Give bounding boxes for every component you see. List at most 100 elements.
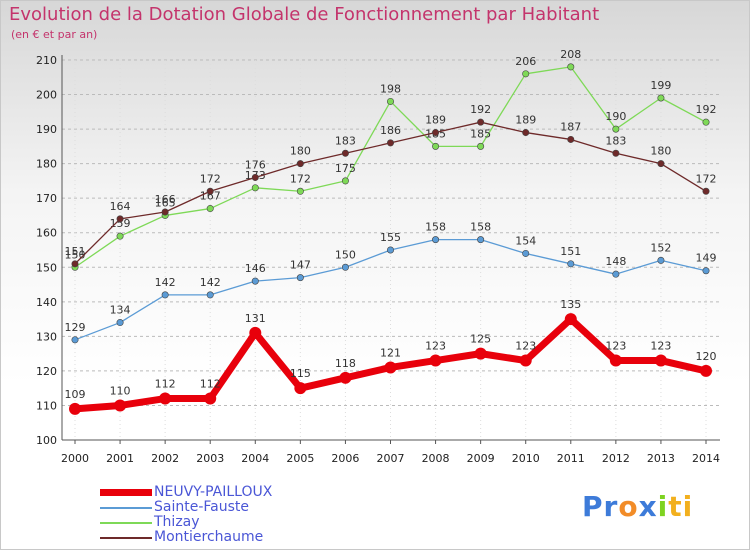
data-label: 149 bbox=[696, 252, 717, 265]
logo-letter: Pr bbox=[582, 490, 619, 523]
data-point bbox=[474, 347, 487, 360]
data-point bbox=[612, 270, 620, 278]
data-point bbox=[71, 336, 79, 344]
legend-swatch bbox=[100, 489, 152, 496]
data-label: 123 bbox=[650, 340, 671, 353]
data-point bbox=[522, 249, 530, 257]
legend-swatch bbox=[100, 522, 152, 524]
data-label: 172 bbox=[696, 172, 717, 185]
data-point bbox=[296, 274, 304, 282]
y-tick-label: 140 bbox=[36, 296, 57, 309]
legend-label: Thizay bbox=[154, 514, 200, 530]
x-tick-label: 2013 bbox=[647, 452, 675, 465]
data-label: 187 bbox=[560, 120, 581, 133]
data-label: 123 bbox=[425, 340, 446, 353]
data-point bbox=[522, 129, 530, 137]
data-point bbox=[522, 70, 530, 78]
data-label: 118 bbox=[335, 357, 356, 370]
data-label: 146 bbox=[245, 262, 266, 275]
data-label: 189 bbox=[425, 114, 446, 127]
data-point bbox=[114, 399, 127, 412]
data-label: 206 bbox=[515, 55, 536, 68]
data-label: 134 bbox=[110, 304, 131, 317]
data-point bbox=[612, 149, 620, 157]
data-point bbox=[384, 361, 397, 374]
data-label: 123 bbox=[515, 340, 536, 353]
data-point bbox=[567, 135, 575, 143]
data-label: 158 bbox=[425, 221, 446, 234]
data-point bbox=[206, 187, 214, 195]
logo-letter: o bbox=[618, 490, 639, 523]
data-point bbox=[341, 177, 349, 185]
data-label: 186 bbox=[380, 124, 401, 137]
data-point bbox=[700, 364, 712, 377]
data-label: 172 bbox=[290, 172, 311, 185]
data-point bbox=[116, 232, 124, 240]
data-label: 208 bbox=[560, 48, 581, 61]
legend-label: Montierchaume bbox=[154, 529, 264, 545]
x-tick-label: 2002 bbox=[151, 452, 179, 465]
data-label: 151 bbox=[65, 245, 86, 258]
data-label: 112 bbox=[200, 378, 221, 391]
x-tick-label: 2000 bbox=[61, 452, 89, 465]
data-label: 183 bbox=[335, 134, 356, 147]
data-label: 123 bbox=[605, 340, 626, 353]
data-label: 185 bbox=[470, 127, 491, 140]
data-label: 175 bbox=[335, 162, 356, 175]
data-label: 159 bbox=[110, 217, 131, 230]
data-point bbox=[296, 160, 304, 168]
data-label: 148 bbox=[605, 255, 626, 268]
data-label: 121 bbox=[380, 346, 401, 359]
data-label: 112 bbox=[155, 378, 176, 391]
x-tick-label: 2009 bbox=[467, 452, 495, 465]
data-label: 165 bbox=[155, 196, 176, 209]
data-point bbox=[657, 94, 665, 102]
data-label: 110 bbox=[110, 384, 131, 397]
data-label: 167 bbox=[200, 190, 221, 203]
data-point bbox=[612, 125, 620, 133]
data-point bbox=[702, 267, 710, 275]
y-tick-label: 160 bbox=[36, 227, 57, 240]
data-label: 189 bbox=[515, 114, 536, 127]
data-point bbox=[657, 256, 665, 264]
legend-swatch bbox=[100, 537, 152, 539]
data-label: 150 bbox=[335, 248, 356, 261]
data-point bbox=[251, 173, 259, 181]
proxiti-logo: Proxiti bbox=[582, 490, 693, 523]
data-label: 147 bbox=[290, 259, 311, 272]
data-label: 190 bbox=[605, 110, 626, 123]
data-point bbox=[609, 354, 622, 367]
data-point bbox=[249, 326, 262, 339]
x-tick-label: 2001 bbox=[106, 452, 134, 465]
data-point bbox=[69, 402, 81, 415]
data-label: 180 bbox=[650, 145, 671, 158]
data-point bbox=[341, 149, 349, 157]
logo-letter: i bbox=[657, 490, 669, 523]
data-label: 198 bbox=[380, 82, 401, 95]
data-point bbox=[564, 313, 577, 326]
x-tick-label: 2003 bbox=[196, 452, 224, 465]
data-point bbox=[116, 319, 124, 327]
data-point bbox=[432, 236, 440, 244]
data-point bbox=[206, 205, 214, 213]
data-label: 164 bbox=[110, 200, 131, 213]
data-label: 142 bbox=[155, 276, 176, 289]
data-label: 158 bbox=[470, 221, 491, 234]
y-tick-label: 110 bbox=[36, 399, 57, 412]
legend-swatch bbox=[100, 507, 152, 509]
x-tick-label: 2010 bbox=[512, 452, 540, 465]
data-point bbox=[432, 129, 440, 137]
x-tick-label: 2014 bbox=[692, 452, 720, 465]
data-point bbox=[251, 277, 259, 285]
y-tick-label: 130 bbox=[36, 330, 57, 343]
y-tick-label: 200 bbox=[36, 89, 57, 102]
data-label: 152 bbox=[650, 241, 671, 254]
data-point bbox=[296, 187, 304, 195]
data-point bbox=[702, 118, 710, 126]
data-point bbox=[71, 260, 79, 268]
data-label: 192 bbox=[470, 103, 491, 116]
data-point bbox=[432, 142, 440, 150]
data-point bbox=[477, 118, 485, 126]
